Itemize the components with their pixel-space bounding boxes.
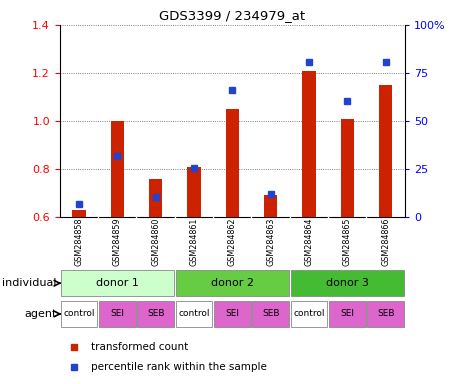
Bar bbox=[175, 301, 212, 327]
Text: donor 3: donor 3 bbox=[325, 278, 368, 288]
Bar bbox=[378, 85, 392, 217]
Bar bbox=[340, 119, 353, 217]
Bar bbox=[187, 167, 200, 217]
Text: GSM284863: GSM284863 bbox=[266, 218, 274, 266]
Bar bbox=[290, 270, 403, 296]
Bar bbox=[213, 301, 250, 327]
Text: GSM284860: GSM284860 bbox=[151, 218, 160, 266]
Bar bbox=[61, 301, 97, 327]
Bar bbox=[328, 301, 365, 327]
Bar bbox=[137, 301, 174, 327]
Text: SEB: SEB bbox=[261, 310, 279, 318]
Bar bbox=[149, 179, 162, 217]
Text: GSM284859: GSM284859 bbox=[112, 218, 122, 266]
Text: agent: agent bbox=[24, 309, 56, 319]
Text: donor 2: donor 2 bbox=[210, 278, 253, 288]
Text: SEB: SEB bbox=[376, 310, 393, 318]
Bar bbox=[61, 270, 174, 296]
Bar bbox=[175, 270, 288, 296]
Bar bbox=[263, 195, 277, 217]
Text: GSM284864: GSM284864 bbox=[304, 218, 313, 266]
Bar bbox=[366, 301, 403, 327]
Text: percentile rank within the sample: percentile rank within the sample bbox=[91, 362, 266, 372]
Bar bbox=[290, 301, 327, 327]
Text: SEB: SEB bbox=[146, 310, 164, 318]
Text: GSM284865: GSM284865 bbox=[342, 218, 351, 266]
Text: SEI: SEI bbox=[110, 310, 124, 318]
Bar bbox=[110, 121, 124, 217]
Bar bbox=[99, 301, 135, 327]
Text: donor 1: donor 1 bbox=[95, 278, 139, 288]
Text: GSM284862: GSM284862 bbox=[227, 218, 236, 266]
Text: control: control bbox=[63, 310, 95, 318]
Bar bbox=[252, 301, 288, 327]
Text: GSM284858: GSM284858 bbox=[74, 218, 83, 266]
Text: individual: individual bbox=[2, 278, 56, 288]
Text: control: control bbox=[178, 310, 209, 318]
Title: GDS3399 / 234979_at: GDS3399 / 234979_at bbox=[159, 9, 305, 22]
Text: SEI: SEI bbox=[225, 310, 239, 318]
Bar bbox=[225, 109, 239, 217]
Text: transformed count: transformed count bbox=[91, 341, 188, 352]
Text: GSM284861: GSM284861 bbox=[189, 218, 198, 266]
Bar bbox=[302, 71, 315, 217]
Text: control: control bbox=[292, 310, 324, 318]
Text: SEI: SEI bbox=[340, 310, 353, 318]
Bar bbox=[72, 210, 85, 217]
Text: GSM284866: GSM284866 bbox=[381, 218, 389, 266]
